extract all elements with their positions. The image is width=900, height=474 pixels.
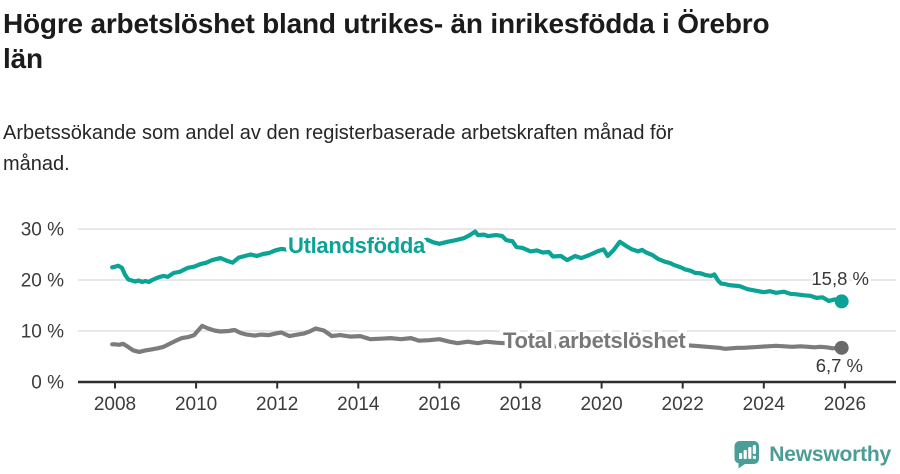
end-dot-total (834, 340, 849, 355)
x-tick-label: 2012 (256, 394, 298, 415)
newsworthy-icon (734, 441, 760, 469)
x-tick-label: 2026 (824, 394, 866, 415)
x-tick-label: 2014 (337, 394, 380, 415)
chart-title-line1: Högre arbetslöshet bland utrikes- än inr… (3, 8, 770, 39)
series-label-total: Total arbetslöshet (503, 328, 686, 353)
chart-title-line2: län (3, 43, 43, 74)
chart-subtitle-line2: månad. (3, 153, 70, 175)
end-value-label-utlandsfodda: 15,8 % (811, 268, 869, 289)
y-tick-label: 30 % (21, 220, 64, 241)
y-tick-label: 10 % (21, 322, 64, 343)
x-tick-label: 2016 (418, 394, 460, 415)
chart-subtitle: Arbetssökande som andel av den registerb… (3, 118, 863, 180)
y-tick-label: 20 % (21, 271, 64, 292)
end-value-label-total: 6,7 % (816, 355, 863, 376)
series-line-total (110, 323, 844, 354)
x-tick-label: 2024 (743, 394, 786, 415)
series-label-utlandsfodda: Utlandsfödda (288, 233, 426, 258)
x-tick-label: 2022 (662, 394, 704, 415)
newsworthy-wordmark: Newsworthy (769, 442, 891, 466)
chart-title: Högre arbetslöshet bland utrikes- än inr… (3, 6, 893, 76)
end-dot-utlandsfodda (834, 294, 849, 309)
chart-subtitle-line1: Arbetssökande som andel av den registerb… (3, 122, 674, 144)
unemployment-line-chart: 2008 2010 2012 2014 2016 2018 2020 2022 2024 2026… (21, 220, 896, 415)
x-tick-label: 2010 (175, 394, 217, 415)
newsworthy-logo: Newsworthy (733, 440, 891, 469)
y-tick-label: 0 % (31, 373, 64, 394)
series-line-utlandsfodda (110, 229, 844, 304)
x-tick-label: 2020 (580, 394, 622, 415)
x-tick-label: 2008 (94, 394, 136, 415)
x-tick-label: 2018 (499, 394, 541, 415)
